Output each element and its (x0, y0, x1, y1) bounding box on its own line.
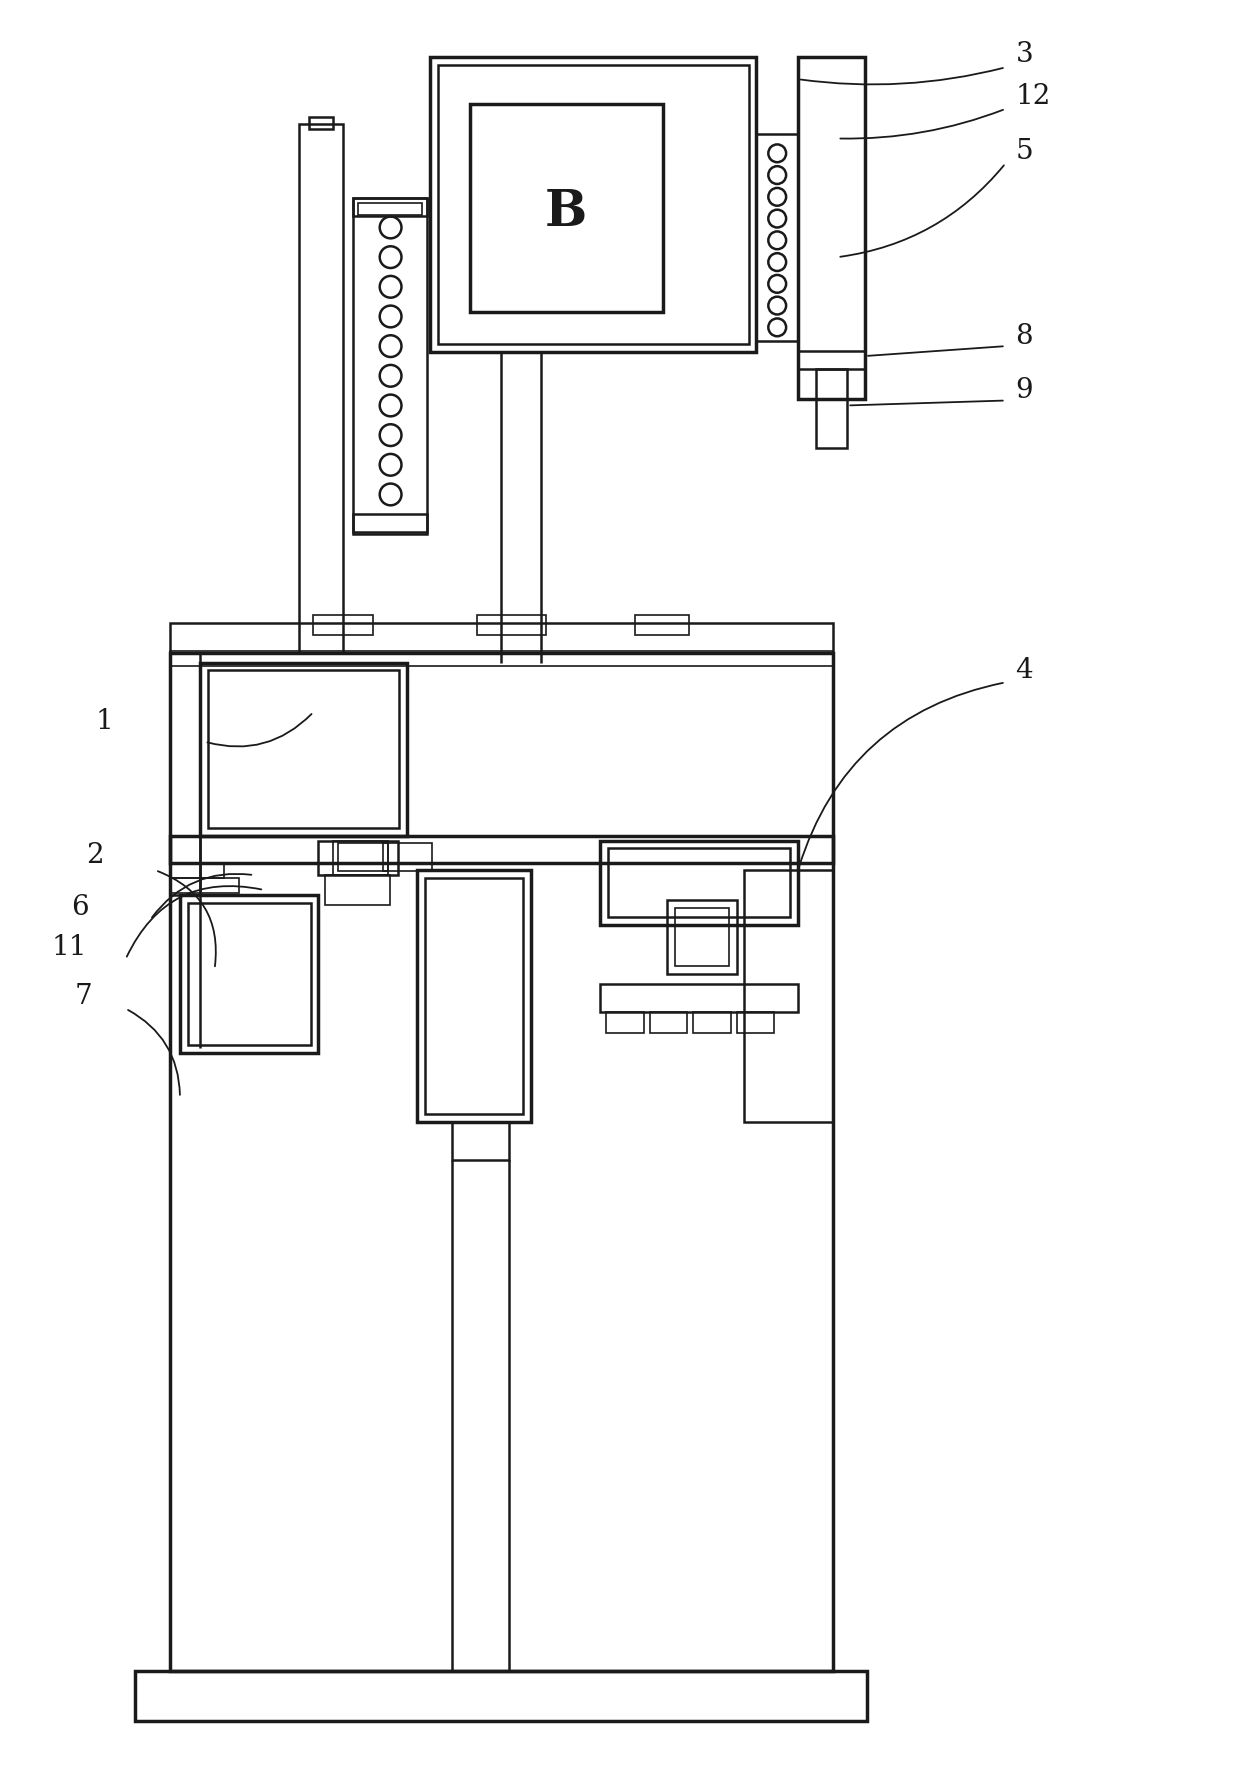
Bar (451, 1122, 510, 1159)
Bar (170, 879, 239, 893)
Bar (207, 671, 399, 827)
Bar (606, 1012, 644, 1033)
Bar (650, 1012, 687, 1033)
Bar (470, 105, 662, 312)
Bar (170, 836, 832, 863)
Bar (667, 900, 737, 974)
Bar (170, 836, 200, 895)
Bar (325, 875, 389, 905)
Text: 12: 12 (1016, 83, 1050, 110)
Bar (756, 133, 799, 341)
Bar (676, 907, 729, 966)
Bar (135, 1670, 867, 1720)
Bar (737, 1012, 774, 1033)
Bar (476, 616, 546, 635)
Bar (353, 197, 428, 215)
Bar (425, 879, 523, 1115)
Text: 2: 2 (86, 841, 104, 870)
Bar (799, 351, 866, 369)
Text: 7: 7 (74, 983, 92, 1010)
Bar (170, 863, 224, 879)
Bar (816, 369, 847, 447)
Text: 6: 6 (71, 895, 89, 921)
Text: 3: 3 (1016, 41, 1033, 67)
Bar (180, 895, 319, 1053)
Text: 5: 5 (1016, 138, 1033, 165)
Bar (744, 870, 832, 1122)
Bar (188, 903, 310, 1045)
Text: B: B (544, 188, 587, 238)
Bar (383, 843, 432, 872)
Text: 4: 4 (1016, 657, 1033, 683)
Bar (799, 57, 866, 399)
Bar (353, 515, 428, 532)
Text: 1: 1 (95, 708, 114, 735)
Bar (339, 843, 388, 872)
Bar (170, 623, 832, 653)
Bar (170, 651, 832, 666)
Bar (438, 66, 749, 344)
Bar (430, 57, 756, 351)
Bar (418, 870, 531, 1122)
Bar (600, 983, 799, 1012)
Bar (299, 124, 343, 653)
Text: 8: 8 (1016, 323, 1033, 350)
Bar (608, 848, 790, 916)
Bar (170, 653, 832, 1670)
Bar (200, 662, 408, 836)
Bar (319, 841, 398, 875)
Bar (600, 841, 799, 925)
Bar (353, 197, 428, 534)
Bar (314, 616, 373, 635)
Bar (309, 117, 334, 128)
Bar (693, 1012, 730, 1033)
Bar (635, 616, 689, 635)
Bar (334, 841, 388, 875)
Text: 11: 11 (51, 934, 87, 960)
Bar (358, 202, 423, 215)
Text: 9: 9 (1016, 376, 1033, 405)
